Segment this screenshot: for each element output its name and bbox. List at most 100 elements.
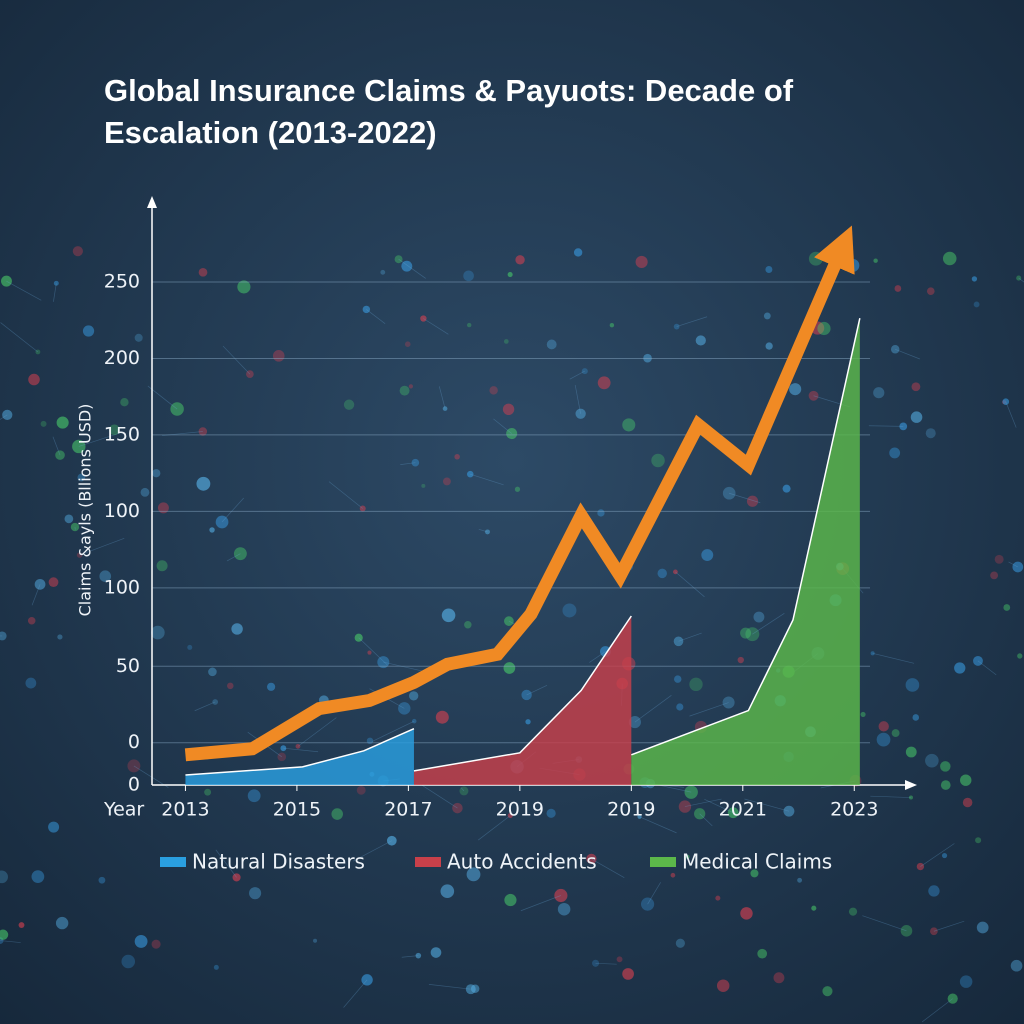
deco-dot [873,387,885,399]
deco-dot [573,248,583,257]
deco-dot [716,979,730,992]
deco-link [419,783,458,809]
x-tick-label: 2013 [161,799,209,821]
deco-link [400,462,416,465]
deco-link [1005,401,1017,428]
deco-dot [367,650,372,655]
deco-dot [196,476,211,491]
y-tick-label: 50 [116,655,140,677]
deco-dot [657,568,667,579]
deco-dot [394,255,403,264]
deco-dot [507,271,513,278]
deco-dot [247,789,261,803]
deco-link [634,694,672,723]
deco-link [868,425,904,427]
deco-dot [1,275,12,287]
deco-link [343,979,368,1008]
deco-dot [678,800,692,813]
deco-dot [940,780,951,790]
deco-dot [232,873,241,882]
deco-dot [72,246,83,257]
deco-dot [18,922,25,928]
deco-link [1008,561,1018,568]
deco-dot [878,721,889,732]
deco-dot [737,656,744,664]
deco-dot [204,788,212,796]
deco-dot [404,341,411,347]
deco-dot [421,483,426,488]
x-axis-label: Year [103,799,144,821]
deco-dot [873,258,878,263]
deco-dot [466,322,472,328]
deco-dot [685,854,690,859]
deco-link [675,571,705,598]
legend-label: Natural Disasters [192,850,365,874]
deco-dot [911,382,921,392]
deco-link [438,386,446,409]
deco-link [862,915,907,932]
deco-dot [504,893,517,907]
y-tick-label: 150 [104,423,140,445]
deco-dot [441,608,456,623]
deco-dot [485,529,490,535]
deco-dot [860,711,866,717]
deco-link [328,481,363,509]
deco-link [744,798,790,812]
area [413,615,632,785]
deco-dot [597,509,605,517]
deco-dot [503,339,509,344]
deco-dot [745,627,760,642]
deco-dot [960,774,972,786]
deco-dot [150,625,165,640]
deco-link [0,940,21,943]
deco-link [520,895,562,912]
deco-dot [715,895,721,901]
deco-dot [0,870,8,884]
deco-dot [34,578,46,590]
deco-dot [231,623,243,635]
trend-line [184,225,855,762]
deco-dot [56,416,69,429]
deco-dot [435,710,449,724]
deco-dot [157,502,169,514]
deco-dot [947,993,958,1004]
chart-title: Global Insurance Claims & Payuots: Decad… [104,73,794,150]
deco-link [752,613,785,635]
deco-link [147,385,178,410]
deco-link [493,418,512,434]
deco-dot [209,527,215,533]
deco-dot [808,390,819,401]
deco-dot [127,759,141,773]
deco-dot [622,968,634,980]
deco-link [684,798,722,807]
deco-dot [504,616,514,626]
deco-dot [722,696,735,709]
deco-link [371,720,415,742]
deco-dot [959,975,973,988]
x-tick-label: 2021 [719,799,767,821]
deco-dot [546,808,556,818]
deco-dot [514,486,521,492]
area-line [185,727,415,776]
x-axis-arrow [905,780,917,790]
deco-link [659,784,692,793]
deco-link [647,882,661,905]
deco-link [283,747,319,753]
deco-dot [53,280,59,286]
deco-dot [905,746,917,758]
deco-link [920,843,955,867]
deco-dot [55,450,65,460]
deco-dot [635,255,648,269]
deco-link [366,309,386,324]
deco-link [872,652,915,664]
deco-dot [249,887,262,900]
x-tick-label: 2015 [273,799,321,821]
deco-link [689,702,729,717]
deco-dot [616,956,623,963]
deco-dot [1010,959,1023,972]
deco-dot [640,897,655,911]
area-line [631,318,861,756]
deco-dot [1003,604,1011,611]
deco-link [79,537,125,556]
